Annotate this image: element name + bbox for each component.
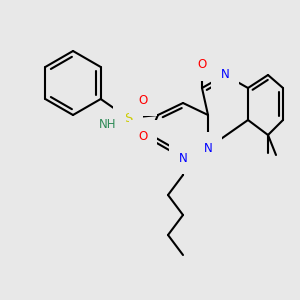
Text: N: N [204,142,212,154]
Text: N: N [220,68,230,82]
Text: O: O [138,94,148,106]
Text: N: N [178,152,188,164]
Text: NH: NH [99,118,117,131]
Text: O: O [138,130,148,142]
Text: O: O [197,58,207,71]
Text: S: S [124,112,132,124]
